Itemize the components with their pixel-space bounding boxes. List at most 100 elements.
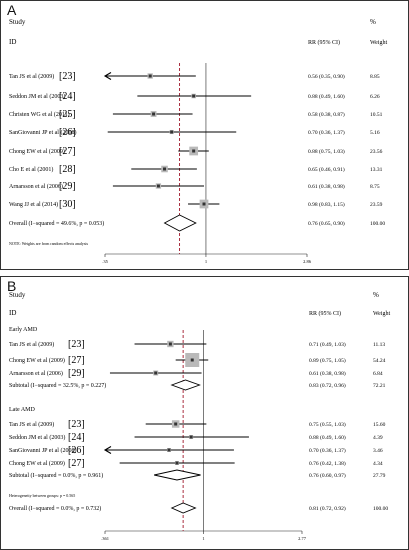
x-tick-label: .361 bbox=[101, 536, 109, 541]
point-estimate bbox=[192, 149, 196, 153]
ci-value: 0.58 (0.38, 0.87) bbox=[308, 111, 345, 118]
study-label: Chong EW et al (2009) bbox=[9, 148, 65, 155]
header-rr: RR (95% CI) bbox=[308, 39, 340, 46]
ci-value: 0.83 (0.72, 0.96) bbox=[309, 382, 346, 389]
weight-value: 4.39 bbox=[373, 435, 383, 441]
overall-diamond bbox=[163, 214, 197, 232]
header-percent: % bbox=[370, 18, 376, 26]
ci-value: 0.71 (0.49, 1.03) bbox=[309, 341, 346, 348]
weight-value: 4.34 bbox=[373, 461, 383, 467]
study-label: Wang JJ et al (2014) bbox=[9, 201, 58, 208]
footnote: Heterogeneity between groups: p = 0.565 bbox=[9, 493, 75, 498]
x-tick-label: 2.77 bbox=[298, 536, 307, 541]
weight-value: 100.00 bbox=[373, 506, 388, 512]
weight-value: 23.59 bbox=[370, 202, 383, 208]
study-label: SanGiovanni JP et al (2008) bbox=[9, 129, 76, 136]
study-reference: [23] bbox=[59, 71, 76, 82]
study-reference: [23] bbox=[68, 419, 85, 430]
study-reference: [24] bbox=[68, 432, 85, 443]
study-reference: [25] bbox=[59, 109, 76, 120]
forest-panel-a: A Study% ID RR (95% CI) Weight .35 1 2.86 Tan J… bbox=[0, 0, 409, 270]
ci-arrow bbox=[103, 446, 112, 454]
point-estimate bbox=[148, 74, 152, 78]
ci-value: 0.81 (0.72, 0.92) bbox=[309, 505, 346, 512]
ci-value: 0.75 (0.55, 1.03) bbox=[309, 421, 346, 428]
weight-value: 72.21 bbox=[373, 383, 386, 389]
header-study: Study bbox=[9, 18, 26, 26]
subgroup-label: Late AMD bbox=[9, 407, 35, 413]
x-tick-label: .35 bbox=[102, 259, 108, 264]
study-label: Arnarsson et al (2006) bbox=[9, 370, 63, 377]
overall-label: Overall (I−squared = 49.6%, p = 0.053) bbox=[9, 220, 104, 227]
subgroup-label: Early AMD bbox=[9, 327, 38, 333]
forest-panel-b: B Study% ID RR (95% CI) Weight .361 1 2.77 Earl… bbox=[0, 276, 409, 550]
overall-label: Overall (I−squared = 0.0%, p = 0.732) bbox=[9, 505, 101, 512]
ci-value: 0.88 (0.49, 1.60) bbox=[309, 434, 346, 441]
header-rr: RR (95% CI) bbox=[309, 310, 341, 317]
point-estimate bbox=[170, 130, 174, 134]
ci-value: 0.61 (0.38, 0.98) bbox=[308, 183, 345, 190]
study-label: Tan JS et al (2009) bbox=[9, 341, 54, 348]
weight-value: 11.13 bbox=[373, 342, 385, 348]
study-label: Arnarsson et al (2006) bbox=[9, 183, 63, 190]
study-reference: [24] bbox=[59, 91, 76, 102]
point-estimate bbox=[202, 202, 206, 206]
study-label: Cho E et al (2001) bbox=[9, 166, 53, 173]
point-estimate bbox=[168, 342, 172, 346]
study-label: Christen WG et al (2011) bbox=[9, 111, 70, 118]
weight-value: 6.26 bbox=[370, 94, 380, 100]
weight-value: 27.79 bbox=[373, 473, 386, 479]
weight-value: 15.60 bbox=[373, 422, 386, 428]
study-label: SanGiovanni JP et al (2008) bbox=[9, 447, 76, 454]
study-label: Seddon JM et al (2003) bbox=[9, 93, 65, 100]
header-percent: % bbox=[373, 291, 379, 299]
study-reference: [26] bbox=[68, 445, 85, 456]
ci-value: 0.65 (0.46, 0.91) bbox=[308, 166, 345, 173]
study-label: Chong EW et al (2009) bbox=[9, 357, 65, 364]
weight-value: 23.56 bbox=[370, 149, 383, 155]
panel-label: A bbox=[7, 2, 17, 18]
study-reference: [23] bbox=[68, 339, 85, 350]
point-estimate bbox=[190, 358, 194, 362]
header-weight: Weight bbox=[373, 311, 391, 317]
subtotal-diamond bbox=[154, 469, 201, 481]
ci-value: 0.70 (0.36, 1.37) bbox=[308, 129, 345, 136]
weight-value: 54.24 bbox=[373, 358, 386, 364]
point-estimate bbox=[167, 448, 171, 452]
ci-value: 0.70 (0.36, 1.37) bbox=[309, 447, 346, 454]
forest-plot-b: Study % ID RR (95% CI) Weight .361 1 2.77 Early … bbox=[9, 291, 391, 541]
study-reference: [29] bbox=[59, 181, 76, 192]
ci-value: 0.88 (0.49, 1.60) bbox=[308, 93, 345, 100]
study-reference: [26] bbox=[59, 127, 76, 138]
weight-value: 6.84 bbox=[373, 371, 383, 377]
weight-value: 5.16 bbox=[370, 130, 380, 136]
x-tick-label: 1 bbox=[202, 536, 204, 541]
ci-value: 0.76 (0.65, 0.90) bbox=[308, 220, 345, 227]
overall-diamond bbox=[170, 502, 197, 514]
subtotal-label: Subtotal (I−squared = 32.5%, p = 0.227) bbox=[9, 382, 106, 389]
ci-value: 0.76 (0.42, 1.38) bbox=[309, 460, 346, 467]
point-estimate bbox=[154, 371, 158, 375]
weight-value: 3.46 bbox=[373, 448, 383, 454]
weight-value: 8.85 bbox=[370, 74, 380, 80]
point-estimate bbox=[192, 94, 196, 98]
weight-value: 10.51 bbox=[370, 112, 383, 118]
x-tick-label: 2.86 bbox=[303, 259, 312, 264]
point-estimate bbox=[189, 435, 193, 439]
weight-value: 13.31 bbox=[370, 167, 383, 173]
study-label: Chong EW et al (2009) bbox=[9, 460, 65, 467]
point-estimate bbox=[163, 167, 167, 171]
ci-value: 0.89 (0.75, 1.05) bbox=[309, 357, 346, 364]
footnote: NOTE: Weights are from random effects an… bbox=[9, 241, 89, 246]
point-estimate bbox=[175, 461, 179, 465]
point-estimate bbox=[174, 422, 178, 426]
header-id: ID bbox=[9, 38, 16, 46]
ci-value: 0.61 (0.38, 0.98) bbox=[309, 370, 346, 377]
point-estimate bbox=[156, 184, 160, 188]
ci-value: 0.56 (0.35, 0.90) bbox=[308, 73, 345, 80]
ci-value: 0.76 (0.60, 0.97) bbox=[309, 472, 346, 479]
subtotal-diamond bbox=[170, 379, 201, 391]
subtotal-label: Subtotal (I−squared = 0.0%, p = 0.961) bbox=[9, 472, 103, 479]
study-reference: [28] bbox=[59, 164, 76, 175]
study-reference: [27] bbox=[68, 355, 85, 366]
